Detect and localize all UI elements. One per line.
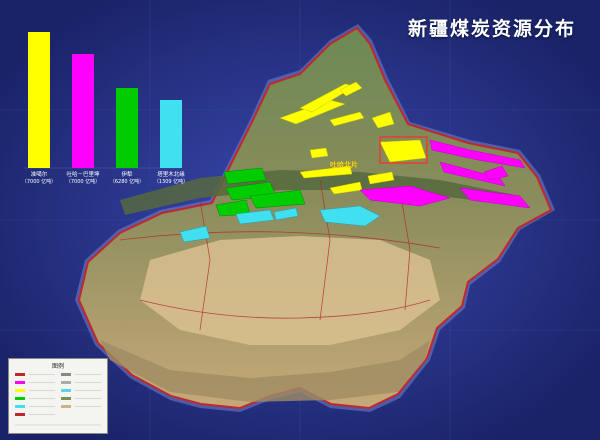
reserve-bar-value: （6280 亿吨） (109, 179, 145, 185)
coal-junggar (279, 81, 427, 195)
reserve-bar-name: 吐哈－巴里坤 (66, 172, 100, 178)
highlight-box (379, 136, 428, 164)
reserve-bar-name: 准噶尔 (30, 172, 48, 178)
region-label: 吐哈北片 (330, 161, 358, 169)
map-title: 新疆煤炭资源分布 (407, 18, 576, 40)
legend-text-lines (15, 374, 101, 426)
reserve-bar-name: 塔里木北缘 (157, 172, 185, 178)
reserve-bar (28, 32, 50, 168)
legend-title: 图例 (51, 363, 64, 370)
legend-row-swatches (15, 373, 71, 416)
kunlun-mountains (100, 340, 430, 402)
reserve-bar-value: （7000 亿吨） (65, 179, 101, 185)
taklamakan-desert (140, 236, 440, 345)
coal-turpan-hami (359, 139, 531, 209)
reserve-bar (116, 88, 138, 168)
reserve-bar-value: （1309 亿吨） (153, 179, 189, 185)
reserve-bar (72, 54, 94, 168)
reserve-bar-name: 伊犁 (121, 172, 133, 178)
legend-swatches (15, 373, 101, 426)
reserve-bar-value: （7000 亿吨） (21, 179, 57, 185)
map-legend: 图例 (8, 358, 108, 434)
tianshan-mountains (120, 170, 520, 215)
coal-tarim-north (179, 205, 381, 243)
coal-ili (215, 167, 306, 217)
reserve-bar (160, 100, 182, 168)
road-network (119, 179, 441, 331)
